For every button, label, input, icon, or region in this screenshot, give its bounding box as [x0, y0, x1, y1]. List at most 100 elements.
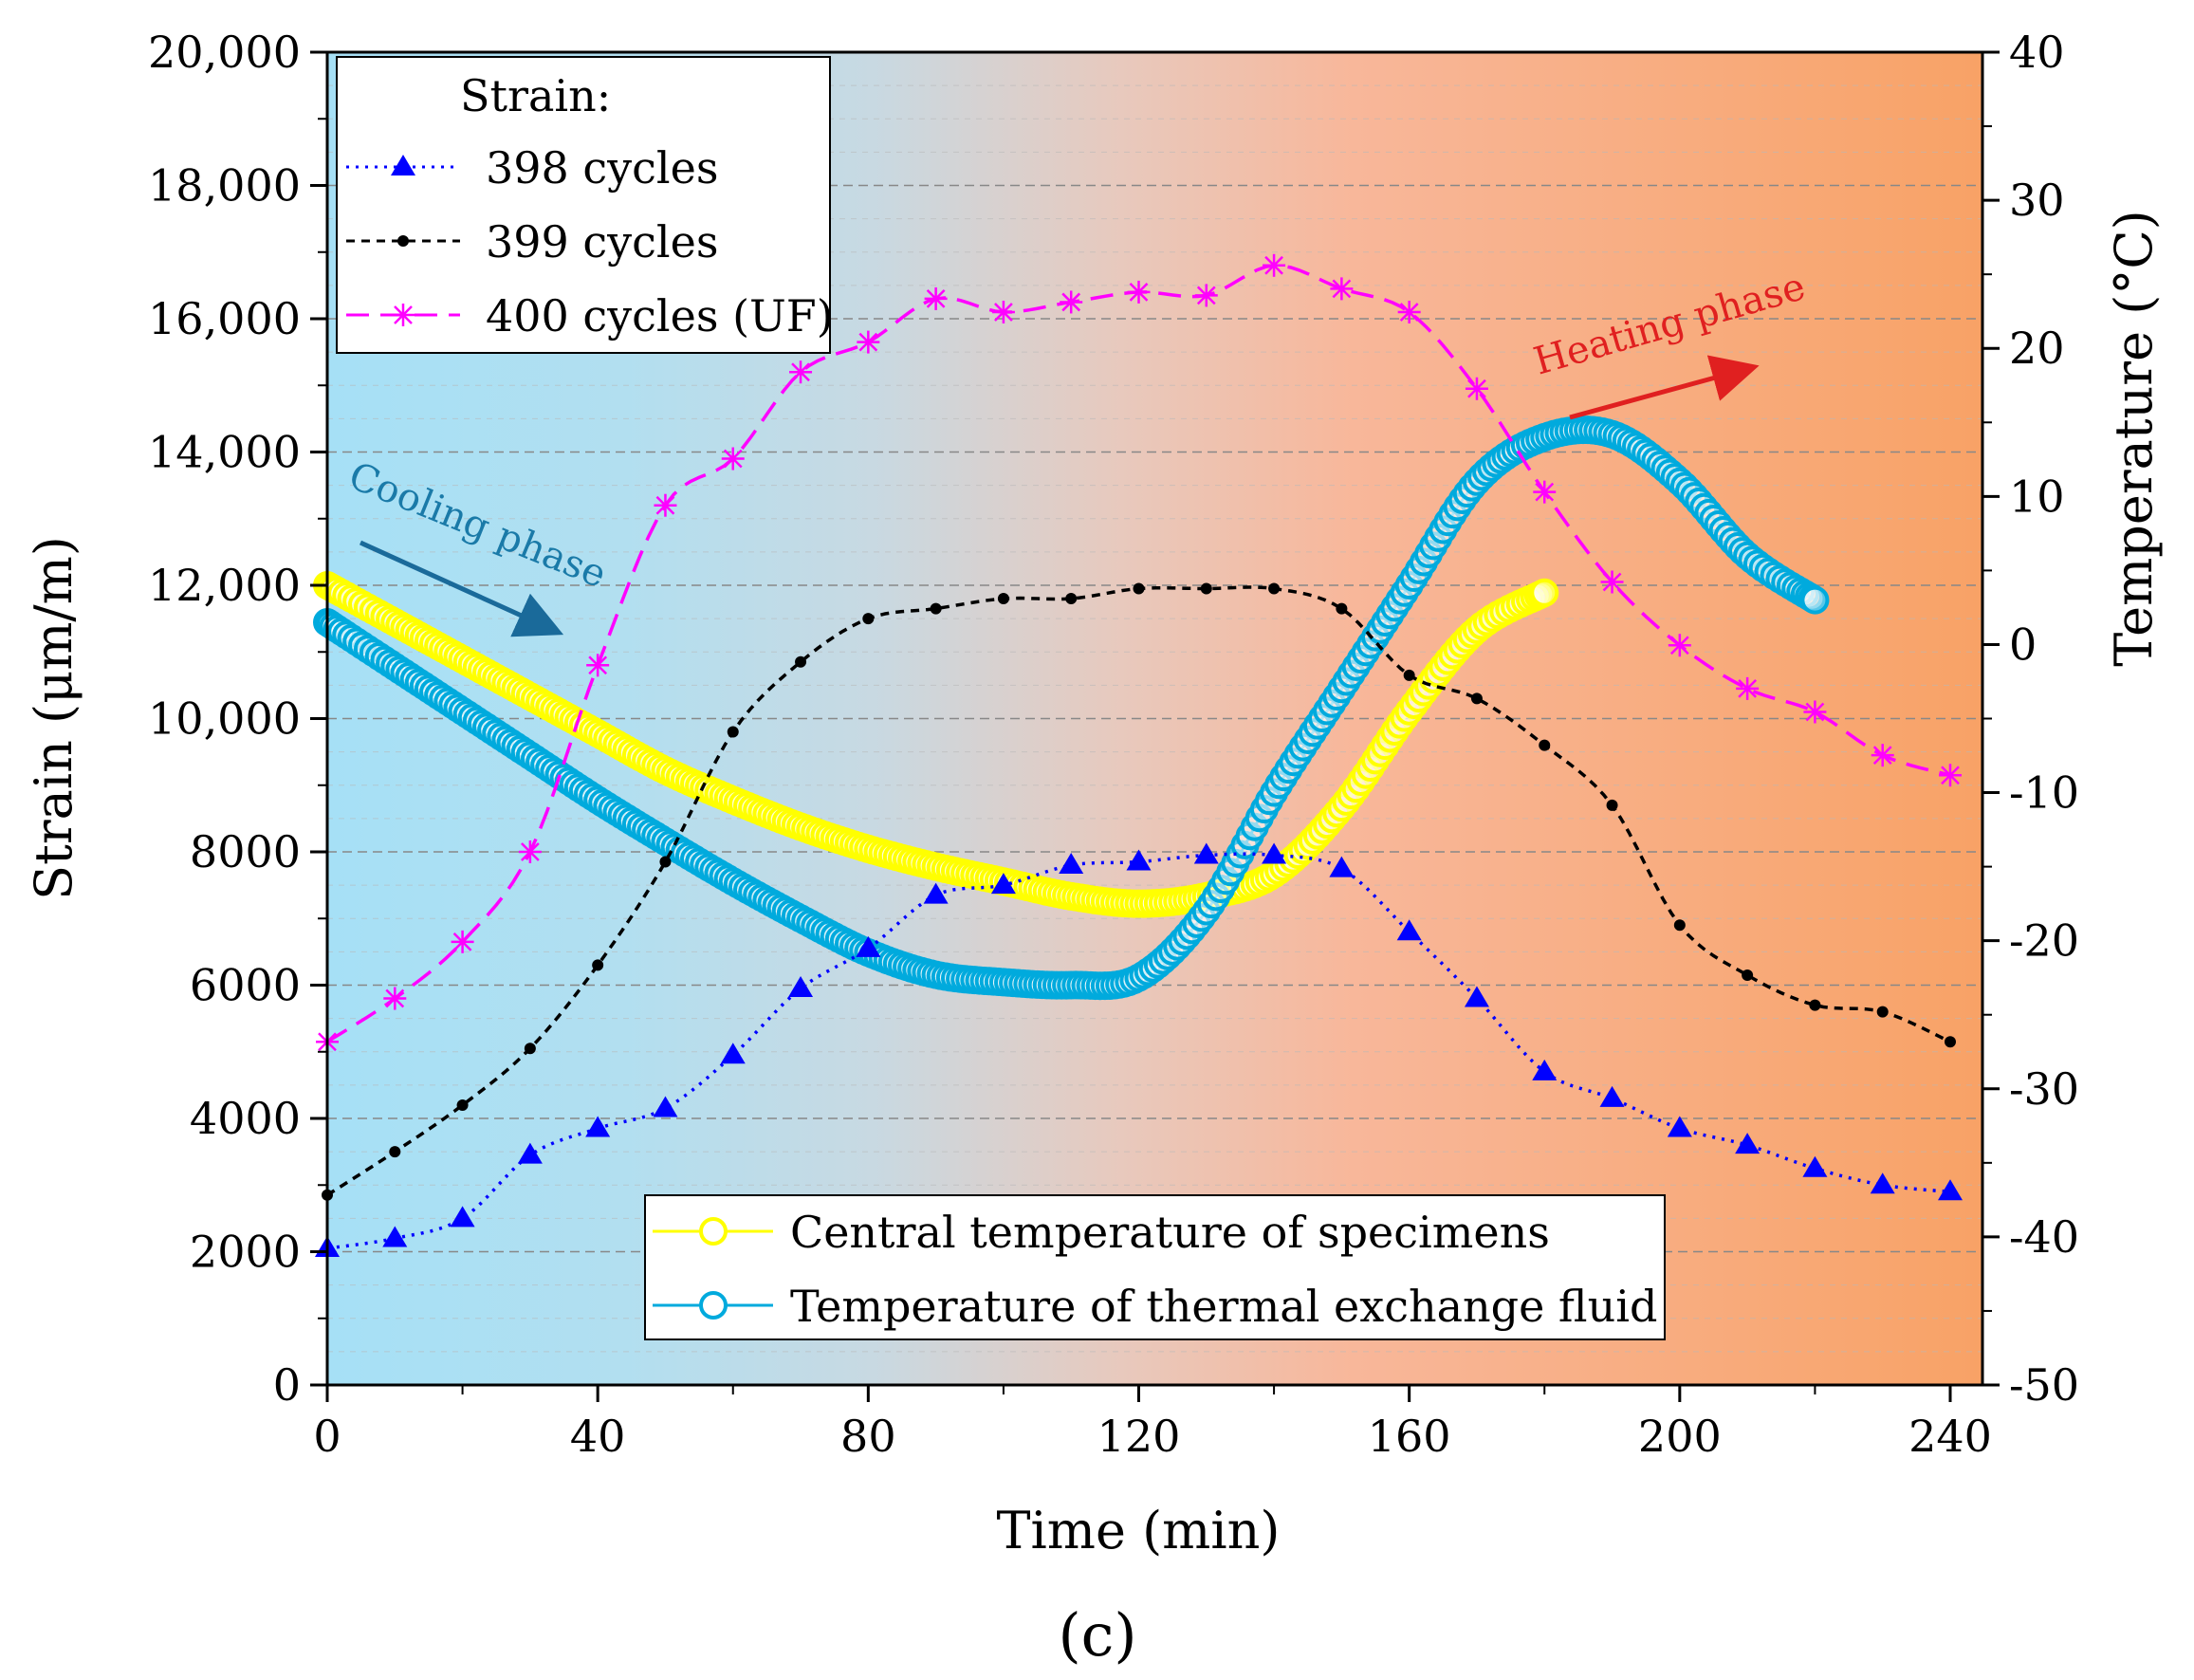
strain-400-marker	[1668, 634, 1691, 657]
strain-legend-box	[336, 56, 831, 354]
strain-400-marker	[1397, 300, 1421, 323]
marker-stroke	[994, 303, 1013, 322]
strain-399-marker	[1945, 1036, 1956, 1048]
strain-398-marker	[382, 1226, 408, 1247]
strain-400-marker	[789, 360, 813, 384]
strain-400-marker	[721, 447, 745, 471]
legend-marker-central	[699, 1217, 728, 1246]
strain-398-marker	[788, 976, 814, 998]
y2-tick-label: -10	[2009, 767, 2079, 819]
strain-399-marker	[930, 602, 942, 615]
strain-400-marker	[1330, 277, 1354, 301]
strain-400-marker	[1939, 764, 1962, 787]
y2-tick-label: 0	[2009, 618, 2037, 670]
strain-398-marker	[1735, 1133, 1761, 1154]
x-tick-label: 0	[313, 1411, 341, 1462]
marker-stroke	[926, 289, 946, 308]
y2-tick-label: -30	[2009, 1063, 2079, 1115]
x-tick-label: 80	[840, 1411, 896, 1462]
y-tick-label: 18,000	[148, 160, 301, 212]
y-tick-label: 6000	[190, 960, 301, 1011]
marker-stroke	[1805, 702, 1825, 722]
strain-398-marker	[517, 1142, 543, 1164]
strain-399-marker	[727, 726, 739, 738]
figure-caption: (c)	[1058, 1600, 1136, 1670]
y2-tick-label: 30	[2009, 175, 2065, 226]
strain-399-marker	[1133, 582, 1145, 595]
strain-398-marker	[1532, 1059, 1558, 1080]
strain-398-marker	[1329, 856, 1355, 877]
strain-400-marker	[383, 987, 407, 1010]
x-tick-label: 120	[1097, 1411, 1181, 1462]
strain-400-marker	[924, 286, 948, 310]
y2-tick-label: 10	[2009, 471, 2065, 522]
marker-stroke	[1129, 283, 1149, 302]
strain-400-marker	[991, 300, 1015, 323]
temperature-legend: Central temperature of specimens Tempera…	[644, 1194, 1666, 1340]
strain-398-marker	[1938, 1179, 1963, 1201]
y-tick-label: 4000	[190, 1093, 301, 1144]
strain-400-marker	[1803, 700, 1827, 724]
strain-398-marker	[450, 1206, 475, 1228]
legend-label-400: 400 cycles (UF)	[486, 290, 834, 342]
y-tick-label: 10,000	[148, 693, 301, 745]
strain-399-marker	[1673, 919, 1686, 932]
x-tick-label: 40	[570, 1411, 626, 1462]
y2-tick-label: 20	[2009, 323, 2065, 374]
heating-arrow	[1569, 355, 1760, 420]
temperature-legend-box	[644, 1194, 1666, 1340]
y2-tick-label: -20	[2009, 915, 2079, 967]
legend-label-398: 398 cycles	[486, 142, 718, 194]
fluid-temperature-marker	[1800, 585, 1830, 615]
strain-398-marker	[990, 873, 1016, 895]
y2-tick-label: 40	[2009, 27, 2065, 78]
strain-legend: Strain: 398 cycles 399 cycles 400 cycles…	[336, 56, 834, 354]
marker-stroke	[1941, 766, 1960, 785]
marker-stroke	[655, 495, 675, 515]
strain-399-marker	[1065, 593, 1078, 605]
fluid-temperature-series	[313, 415, 1830, 1001]
marker-stroke	[1467, 378, 1486, 398]
strain-400-marker	[1533, 480, 1557, 504]
x-tick-label: 240	[1908, 1411, 1992, 1462]
strain-399-marker	[1742, 969, 1754, 981]
strain-399-marker	[1336, 602, 1348, 615]
strain-399-marker	[389, 1146, 401, 1158]
y-tick-label: 14,000	[148, 427, 301, 478]
legend-marker-398	[391, 155, 415, 175]
y2-tick-label: -40	[2009, 1211, 2079, 1263]
marker-stroke	[1535, 482, 1555, 502]
y-tick-label: 20,000	[148, 27, 301, 78]
y-axis-title: Strain (μm/m)	[24, 536, 83, 900]
axes: 0 40 80 120 160 200 2400200040006000800010,000…	[148, 27, 2079, 1462]
strain-399-marker	[524, 1043, 536, 1055]
marker-stroke	[791, 362, 810, 382]
strain-400-marker	[1194, 284, 1218, 307]
strain-398-marker	[653, 1096, 678, 1117]
strain-399-marker	[592, 959, 604, 971]
strain-399-marker	[456, 1098, 469, 1111]
strain-400-marker	[654, 493, 677, 517]
cooling-arrow	[359, 540, 564, 637]
legend-marker-fluid	[699, 1291, 728, 1320]
marker-stroke	[1264, 255, 1283, 275]
strain-400-marker	[1736, 676, 1760, 700]
strain-398-marker	[1870, 1172, 1895, 1194]
strain-398-marker	[585, 1116, 611, 1137]
series-layer	[313, 253, 1963, 1257]
strain-399-marker	[1403, 669, 1415, 681]
strain-399-marker	[1809, 999, 1821, 1011]
strain-399-marker	[1539, 739, 1551, 751]
legend-marker-399	[397, 235, 409, 247]
strain-399-marker	[659, 856, 672, 868]
x-tick-label: 200	[1638, 1411, 1722, 1462]
strain-400-marker	[857, 330, 880, 354]
strain-398-marker	[1667, 1116, 1692, 1137]
strain-398-marker	[1262, 842, 1287, 864]
y2-axis-title: Temperature (°C)	[2104, 210, 2164, 666]
marker-stroke	[452, 932, 472, 951]
marker-stroke	[520, 842, 540, 861]
strain-400-marker	[586, 654, 610, 677]
strain-398-marker	[1396, 919, 1422, 941]
y-tick-label: 12,000	[148, 560, 301, 611]
